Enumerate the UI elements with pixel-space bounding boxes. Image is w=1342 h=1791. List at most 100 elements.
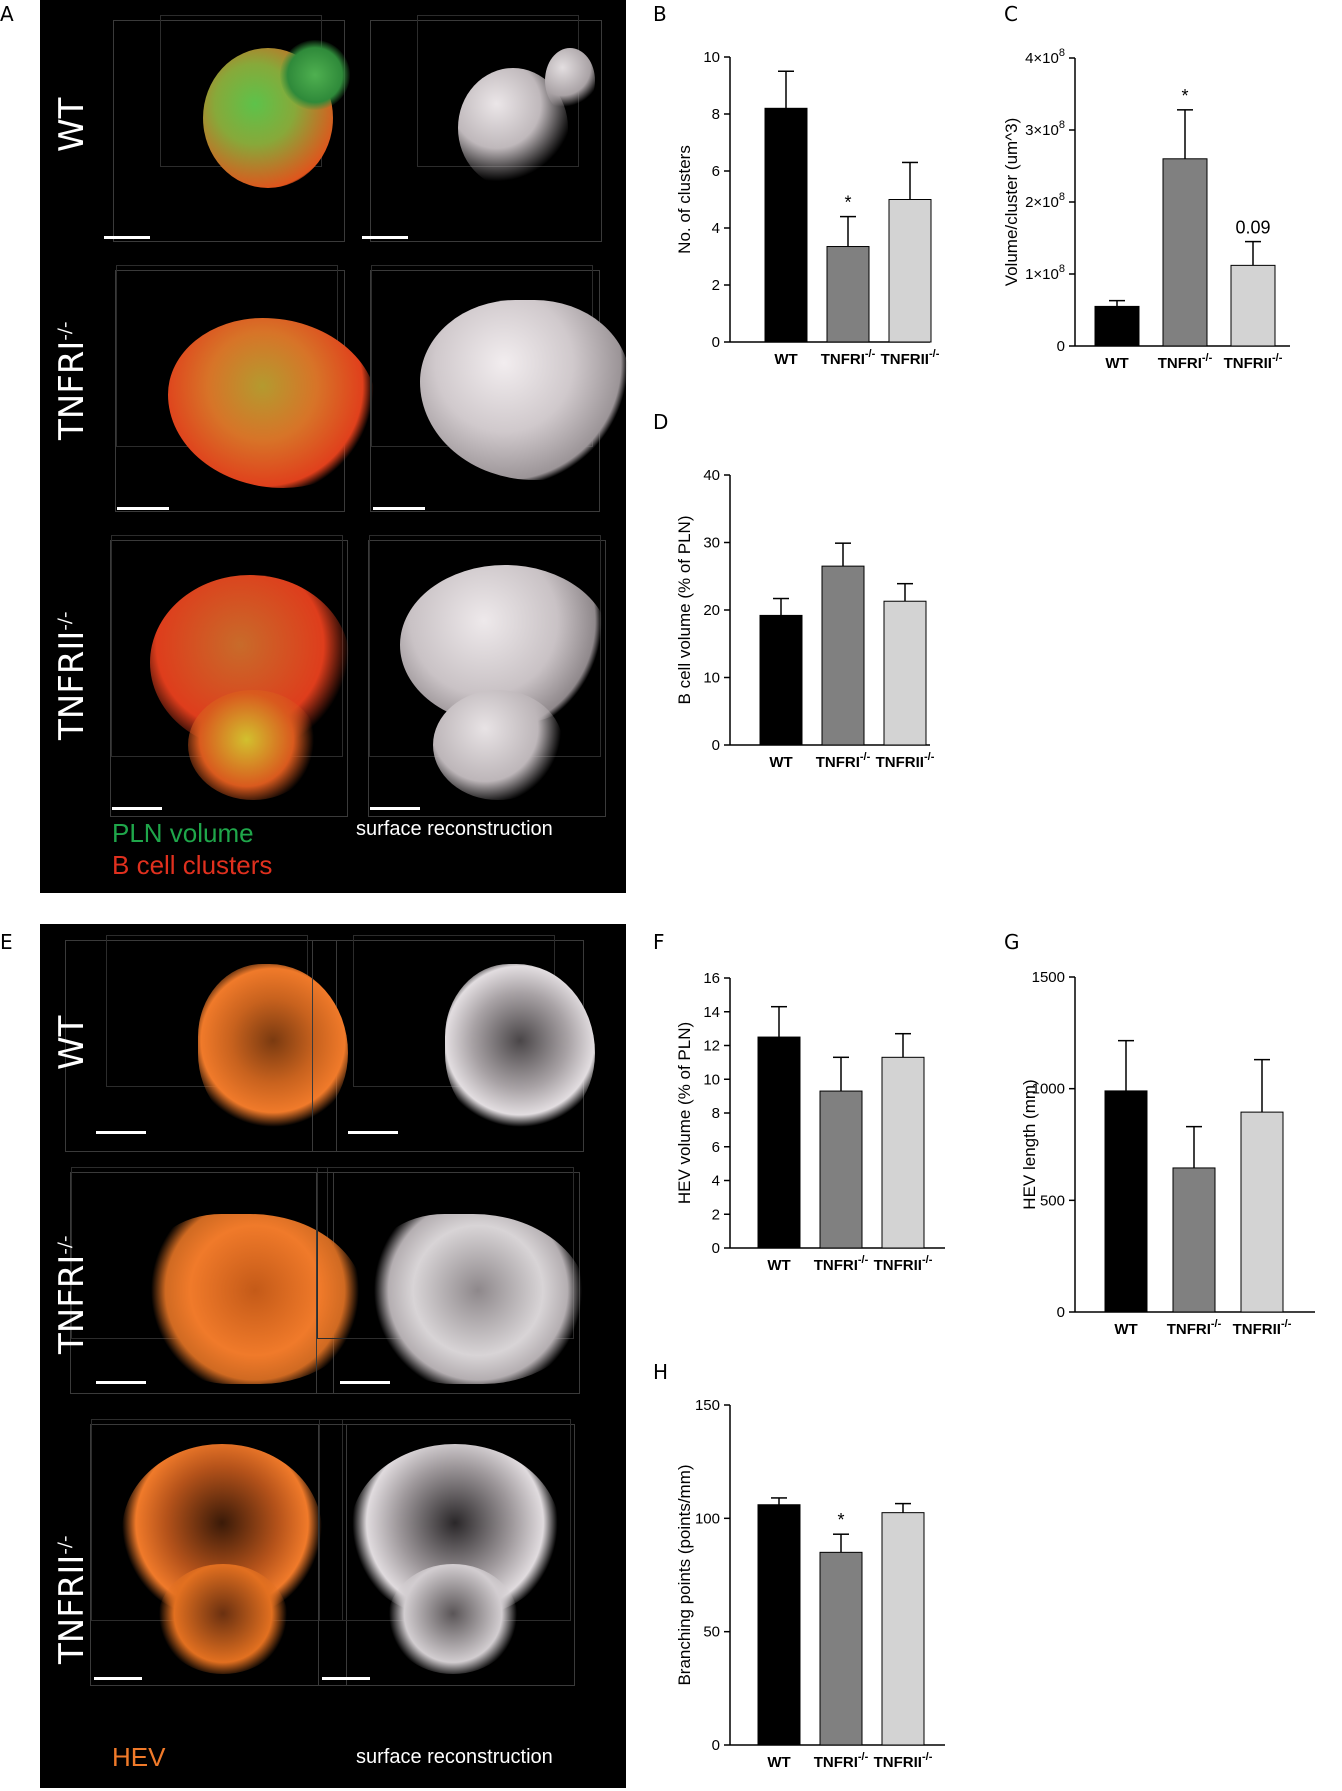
surface-render [368, 1214, 588, 1384]
x-tick-label: TNFRII-/- [1233, 1318, 1292, 1338]
y-tick-label: 10 [703, 49, 720, 66]
x-tick-label: TNFRI-/- [814, 1254, 869, 1274]
row-label-wt: WT [52, 1015, 92, 1070]
y-tick-label: 0 [1057, 338, 1065, 355]
plot-area: 0 10 20 30 40 B cell volume (% of PLN) WT TNFRI… [675, 467, 935, 771]
y-tick-label: 4 [712, 1173, 720, 1190]
chart-h-branching-points: 0 50 100 150 Branching points (points/mm) WT *… [675, 1397, 945, 1771]
pln-volume-render [188, 690, 318, 800]
bar [1094, 305, 1140, 347]
panel-label-h: H [653, 1360, 669, 1384]
x-tick-label: TNFRII-/- [874, 1751, 933, 1771]
x-tick-label: TNFRII-/- [1224, 352, 1283, 372]
row-label-tnfrii: TNFRII-/- [52, 611, 92, 741]
bar [1162, 158, 1208, 347]
chart-d-b-cell-volume: 0 10 20 30 40 B cell volume (% of PLN) WT TNFRI… [675, 467, 935, 771]
y-tick-label: 2 [712, 1206, 720, 1223]
caption-surface-reconstruction: surface reconstruction [356, 818, 553, 840]
y-tick-label: 12 [703, 1038, 720, 1055]
plot-area: 0 500 1000 1500 HEV length (mm) WT TNFRI-/- TNF… [1020, 969, 1315, 1338]
y-tick-label: 16 [703, 970, 720, 987]
y-tick-label: 30 [703, 535, 720, 552]
y-tick-label: 8 [712, 1105, 720, 1122]
panel-label-a: A [0, 2, 14, 26]
plot-area: 0 1×108 2×108 3×108 4×108 Volume/cluster (um^… [1002, 47, 1290, 372]
legend-pln-volume: PLN volume [112, 818, 254, 848]
y-tick-label: 10 [703, 1071, 720, 1088]
row-label-tnfrii: TNFRII-/- [52, 1535, 92, 1665]
hev-volume-render [198, 964, 348, 1134]
caption-surface-reconstruction: surface reconstruction [356, 1746, 553, 1768]
scale-bar [322, 1677, 370, 1680]
bar [757, 1036, 801, 1249]
bar [826, 246, 870, 343]
y-tick-label: 0 [712, 1737, 720, 1754]
panel-label-c: C [1004, 2, 1018, 26]
panel-label-d: D [653, 410, 669, 434]
bar [819, 1090, 863, 1249]
bar [881, 1512, 925, 1746]
y-tick-label: 3×108 [1025, 119, 1065, 139]
micrograph-a-panel: WT TNFRI-/- TNFRII-/- PLN volume B cell … [40, 0, 630, 893]
y-tick-label: 0 [712, 334, 720, 351]
y-tick-label: 10 [703, 670, 720, 687]
surface-render [433, 690, 563, 800]
significance-annotation: * [844, 193, 851, 213]
surface-render [445, 964, 595, 1134]
bar [819, 1551, 863, 1746]
scale-bar [117, 507, 169, 510]
bar [1240, 1111, 1284, 1313]
x-tick-label: WT [1114, 1321, 1137, 1338]
y-tick-label: 1500 [1032, 969, 1065, 986]
y-tick-label: 8 [712, 106, 720, 123]
scale-bar [340, 1381, 390, 1384]
scale-bar [112, 807, 162, 810]
scale-bar [362, 236, 408, 239]
y-tick-label: 14 [703, 1004, 720, 1021]
y-tick-label: 4 [712, 220, 720, 237]
y-axis-label: HEV length (mm) [1020, 1079, 1039, 1209]
x-tick-label: TNFRI-/- [1158, 352, 1213, 372]
panel-label-b: B [653, 2, 667, 26]
y-axis-label: B cell volume (% of PLN) [675, 516, 694, 705]
significance-annotation: 0.09 [1235, 218, 1270, 238]
y-tick-label: 2×108 [1025, 191, 1065, 211]
bar [1104, 1090, 1148, 1313]
bar [1172, 1167, 1216, 1313]
bar [821, 565, 865, 746]
bar [883, 600, 927, 746]
y-tick-label: 0 [1057, 1304, 1065, 1321]
y-tick-label: 6 [712, 1139, 720, 1156]
significance-annotation: * [1181, 86, 1188, 106]
bar [888, 199, 932, 343]
y-tick-label: 1000 [1032, 1081, 1065, 1098]
surface-render [545, 48, 595, 113]
bar [764, 107, 808, 343]
y-axis-label: Branching points (points/mm) [675, 1464, 694, 1685]
scale-bar [96, 1131, 146, 1134]
legend-hev: HEV [112, 1742, 166, 1772]
chart-b-clusters: 0 2 4 6 8 10 No. of clusters WT * TNFRI-/- TNFRII-… [675, 49, 940, 368]
x-tick-label: TNFRII-/- [874, 1254, 933, 1274]
panel-label-e: E [0, 930, 13, 954]
scale-bar [348, 1131, 398, 1134]
bar [757, 1504, 801, 1746]
y-tick-label: 6 [712, 163, 720, 180]
hev-volume-render [158, 1564, 288, 1674]
x-tick-label: TNFRII-/- [876, 751, 935, 771]
chart-g-hev-length: 0 500 1000 1500 HEV length (mm) WT TNFRI-/- TNF… [1020, 969, 1315, 1338]
y-tick-label: 40 [703, 467, 720, 484]
y-axis-label: HEV volume (% of PLN) [675, 1022, 694, 1204]
y-axis-label: Volume/cluster (um^3) [1002, 118, 1021, 287]
bar [881, 1056, 925, 1249]
scale-bar [96, 1381, 146, 1384]
x-tick-label: WT [769, 754, 792, 771]
chart-f-hev-volume: 0 2 4 6 8 10 12 14 16 HEV volume (% of PLN) WT TNFR… [675, 970, 945, 1274]
x-tick-label: TNFRI-/- [1167, 1318, 1222, 1338]
x-tick-label: TNFRI-/- [821, 348, 876, 368]
row-label-wt: WT [52, 97, 92, 152]
x-tick-label: WT [767, 1257, 790, 1274]
y-tick-label: 1×108 [1025, 263, 1065, 283]
bar [1230, 264, 1276, 347]
x-tick-label: WT [774, 351, 797, 368]
